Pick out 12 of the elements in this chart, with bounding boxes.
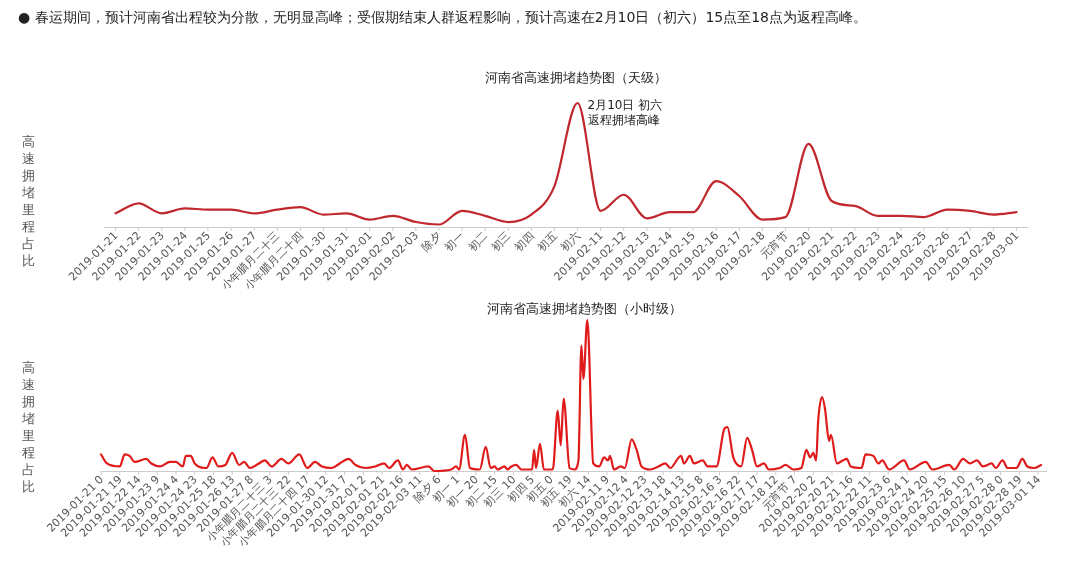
x-tick-label: 除夕 xyxy=(419,228,445,254)
chart-title: 河南省高速拥堵趋势图（小时级） xyxy=(486,301,682,316)
text: ● 春运期间，预计河南省出程较为分散，无明显高峰；受假期结束人群返程影响，预计高速在2月10日（初六）15点至18点为返程高峰。 xyxy=(18,9,868,25)
annotation: 2月10日 初六 xyxy=(587,98,663,112)
chart-title: 河南省高速拥堵趋势图（天级） xyxy=(485,70,667,85)
x-tick-label: 初四 xyxy=(511,228,537,254)
x-tick-label: 初二 xyxy=(465,228,491,254)
x-tick-label: 初一 xyxy=(442,228,468,254)
y-axis-title: 高速拥堵里程占比 xyxy=(20,360,35,494)
annotation: 返程拥堵高峰 xyxy=(587,113,660,127)
x-tick-label: 初三 xyxy=(488,228,514,254)
y-axis-title: 高速拥堵里程占比 xyxy=(20,134,35,268)
